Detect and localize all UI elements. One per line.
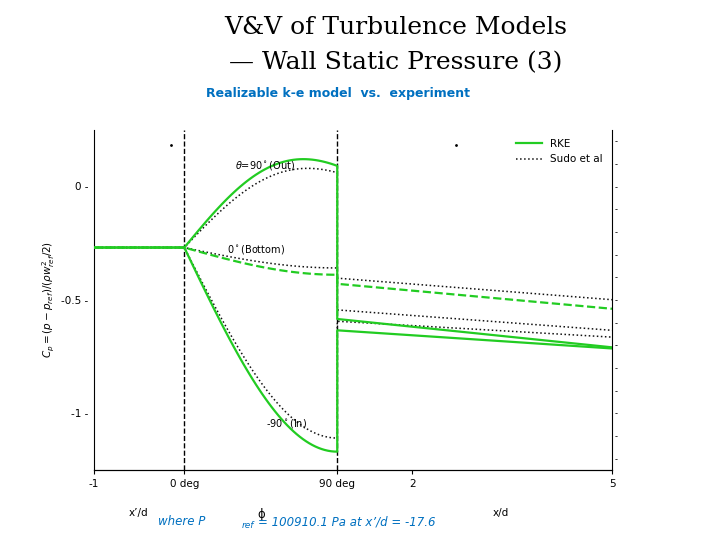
- Text: Realizable k-e model  vs.  experiment: Realizable k-e model vs. experiment: [207, 87, 470, 100]
- Text: x’/d: x’/d: [129, 508, 149, 518]
- Text: V&V of Turbulence Models: V&V of Turbulence Models: [225, 16, 567, 39]
- Text: = 100910.1 Pa at x’/d = -17.6: = 100910.1 Pa at x’/d = -17.6: [258, 515, 436, 528]
- Text: ϕ: ϕ: [257, 508, 264, 521]
- Text: -90$^\circ$(In): -90$^\circ$(In): [266, 417, 307, 430]
- Legend: RKE, Sudo et al: RKE, Sudo et al: [511, 135, 607, 168]
- Text: where P: where P: [158, 515, 206, 528]
- Y-axis label: $C_p=(p - p_{ref})/(\rho w_{ref}^2/2)$: $C_p=(p - p_{ref})/(\rho w_{ref}^2/2)$: [41, 241, 58, 358]
- Text: x/d: x/d: [492, 508, 508, 518]
- Text: ref: ref: [241, 521, 253, 530]
- Text: — Wall Static Pressure (3): — Wall Static Pressure (3): [229, 51, 563, 75]
- Text: $\theta$=90$^\circ$(Out): $\theta$=90$^\circ$(Out): [235, 159, 296, 172]
- Text: 0$^\circ$(Bottom): 0$^\circ$(Bottom): [227, 242, 285, 255]
